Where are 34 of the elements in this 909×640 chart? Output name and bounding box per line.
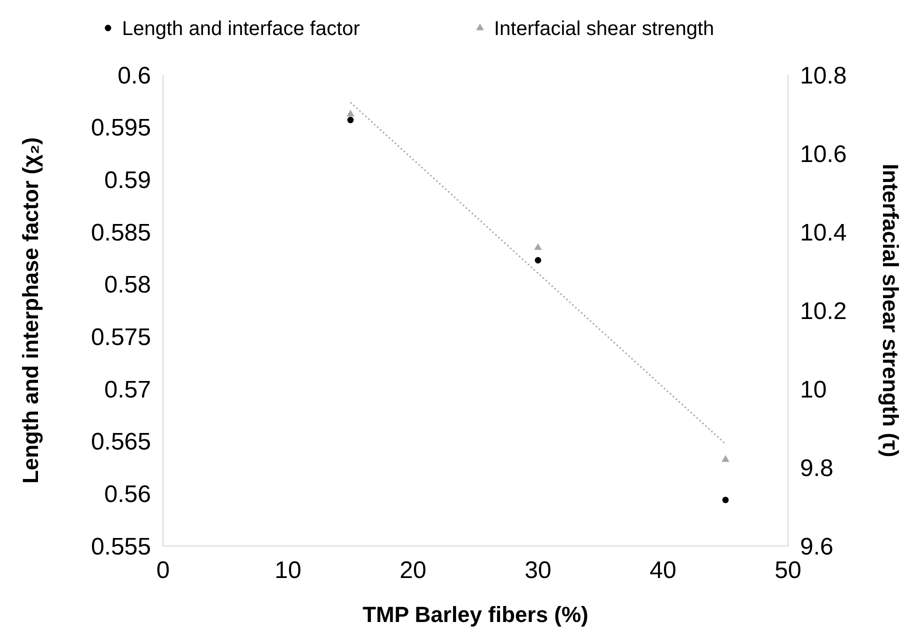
y2-tick-label: 10	[800, 376, 827, 404]
x-tick-label: 50	[774, 557, 802, 584]
x-tick-label: 10	[274, 557, 302, 584]
x-tick-label: 20	[400, 557, 426, 584]
point	[346, 110, 354, 116]
point	[722, 455, 730, 462]
point	[534, 257, 542, 264]
x-tick-label: 0	[156, 557, 170, 584]
y-tick-label: 0.565	[90, 428, 151, 456]
y2-tick-label: 10.8	[800, 62, 847, 90]
y2-tick-label: 10.2	[800, 298, 847, 325]
y2-tick-label: 9.6	[800, 533, 834, 560]
legend-label: Interfacial shear strength	[494, 18, 714, 40]
y-tick-label: 0.57	[104, 376, 151, 404]
y2-tick-label: 10.4	[800, 219, 847, 246]
x-tick-label: 30	[524, 557, 552, 584]
y-tick-label: 0.595	[90, 114, 151, 142]
y2-axis-title: Interfacial shear strength (τ)	[878, 164, 903, 458]
x-axis-title: TMP Barley fibers (%)	[362, 602, 588, 627]
y2-tick-label: 9.8	[800, 454, 834, 482]
y-tick-label: 0.56	[104, 481, 151, 508]
point	[347, 116, 354, 124]
point	[534, 243, 542, 250]
y2-tick-label: 10.6	[800, 140, 847, 168]
y-tick-label: 0.58	[104, 272, 151, 299]
y-axis-title: Length and interphase factor (χ₂)	[18, 137, 43, 484]
x-tick-label: 40	[650, 557, 676, 584]
y-tick-label: 0.59	[104, 167, 151, 194]
y-tick-label: 0.555	[90, 533, 151, 560]
legend-label: Length and interface factor	[122, 18, 360, 40]
y-tick-label: 0.575	[90, 324, 151, 352]
point	[722, 496, 729, 504]
y-tick-label: 0.585	[90, 219, 151, 246]
y-tick-label: 0.6	[118, 62, 151, 90]
